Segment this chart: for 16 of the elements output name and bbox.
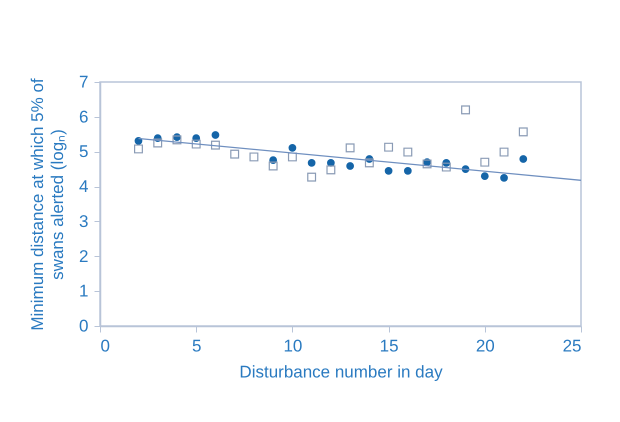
x-tick-label: 5 bbox=[192, 336, 202, 356]
x-tick-label: 15 bbox=[380, 336, 399, 356]
x-tick-label: 0 bbox=[100, 336, 110, 356]
y-tick-label: 3 bbox=[79, 212, 88, 231]
x-tick-label: 20 bbox=[476, 336, 495, 356]
y-tick-label: 5 bbox=[79, 142, 88, 162]
x-tick-label: 25 bbox=[562, 336, 582, 356]
x-axis-title: Disturbance number in day bbox=[239, 362, 444, 382]
y-tick-label: 2 bbox=[79, 246, 88, 266]
y-axis-title: Minimum distance at which 5% of swans alerted (logₙ) bbox=[28, 78, 68, 331]
y-tick-label: 7 bbox=[79, 72, 88, 92]
y-tick-label: 4 bbox=[79, 177, 88, 196]
y-tick-label: 0 bbox=[79, 316, 88, 336]
y-tick-label: 6 bbox=[79, 107, 88, 126]
x-tick-label: 10 bbox=[283, 336, 302, 356]
y-tick-label: 1 bbox=[79, 282, 88, 301]
